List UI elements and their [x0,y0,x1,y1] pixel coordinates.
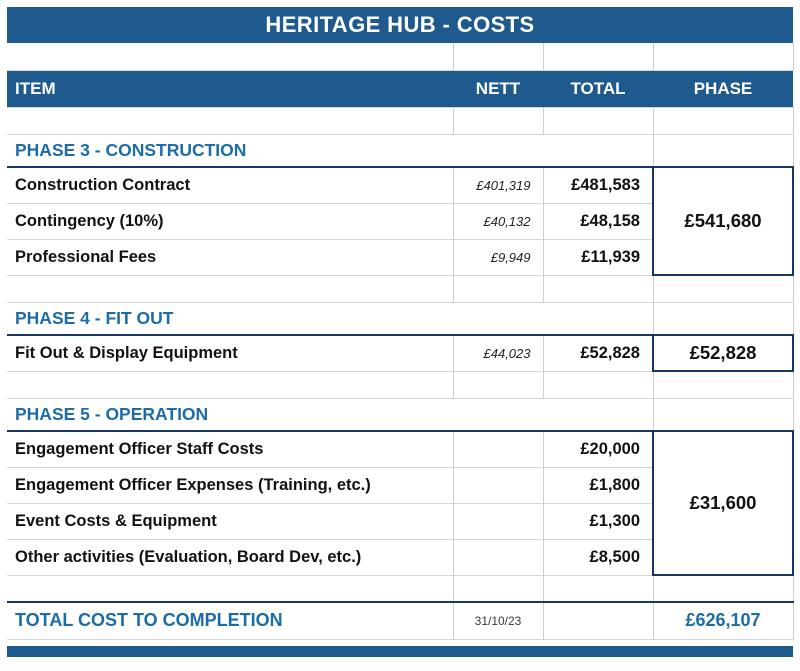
phase-total-cell: £541,680 [652,166,794,276]
spacer-row [7,107,794,134]
total-cell: £20,000 [542,431,653,467]
item-cell: Construction Contract [15,175,191,194]
spacer-cell [542,371,653,398]
nett-cell [452,539,543,575]
table-row: Engagement Officer Expenses (Training, e… [7,467,793,503]
spacer-row [7,275,794,302]
column-header-row: ITEM NETT TOTAL PHASE [7,70,793,107]
section-header: PHASE 5 - OPERATION [15,403,209,424]
table-row: Other activities (Evaluation, Board Dev,… [7,539,793,575]
spacer-row [7,43,794,70]
spacer-cell [452,575,543,602]
item-cell: Engagement Officer Staff Costs [15,439,264,458]
column-header-item: ITEM [7,70,453,107]
column-header-nett: NETT [453,70,543,107]
total-cell: £11,939 [542,239,653,275]
item-cell: Professional Fees [15,247,157,266]
table-row: Fit Out & Display Equipment £44,023 £52,… [7,334,794,372]
section-header-row: PHASE 3 - CONSTRUCTION [7,134,794,167]
total-cell: £481,583 [542,167,653,203]
spacer-cell [542,107,653,134]
date-cell: 31/10/23 [452,602,543,639]
table-row: Construction Contract £401,319 £481,583 … [7,166,794,276]
spacer-row [7,575,794,602]
title-bar: HERITAGE HUB - COSTS [7,7,793,43]
table-row: Professional Fees £9,949 £11,939 [7,239,793,275]
costs-table: ITEM NETT TOTAL PHASE PHASE 3 - CONSTRUC… [7,43,794,640]
spacer-cell [542,575,653,602]
nett-cell: £401,319 [452,167,543,203]
total-cell: £48,158 [542,203,653,239]
item-cell: Event Costs & Equipment [15,511,217,530]
spacer-cell [7,43,453,70]
table-row: Contingency (10%) £40,132 £48,158 [7,203,793,239]
nett-cell [452,503,543,539]
spacer-cell [652,43,794,70]
grand-total-label: TOTAL COST TO COMPLETION [15,610,283,631]
section-header: PHASE 4 - FIT OUT [15,307,174,328]
spacer-cell [542,43,653,70]
spacer-cell [452,275,543,302]
spacer-cell [452,43,543,70]
spacer-cell [542,602,653,639]
phase-total-cell: £31,600 [652,430,794,576]
spacer-cell [7,275,453,302]
spacer-cell [652,134,794,167]
grand-total-row: TOTAL COST TO COMPLETION 31/10/23 £626,1… [7,602,794,639]
spacer-cell [7,107,453,134]
page-title: HERITAGE HUB - COSTS [265,12,535,37]
spacer-cell [7,371,453,398]
item-cell: Contingency (10%) [15,211,164,230]
item-cell: Fit Out & Display Equipment [15,343,238,362]
spacer-cell [652,107,794,134]
spacer-cell [652,275,794,302]
table-row: Engagement Officer Staff Costs £20,000 £… [7,430,794,576]
nett-cell: £9,949 [452,239,543,275]
phase-total-cell: £52,828 [652,334,794,372]
spacer-cell [542,275,653,302]
item-cell: Engagement Officer Expenses (Training, e… [15,475,371,494]
nett-cell [452,467,543,503]
spacer-cell [652,302,794,335]
column-header-phase: PHASE [653,70,793,107]
section-header-row: PHASE 5 - OPERATION [7,398,794,431]
bottom-bar [7,645,793,657]
section-header: PHASE 3 - CONSTRUCTION [15,139,247,160]
spacer-row [7,371,794,398]
total-cell: £8,500 [542,539,653,575]
table-row: Event Costs & Equipment £1,300 [7,503,793,539]
item-cell: Other activities (Evaluation, Board Dev,… [15,547,362,566]
spacer-cell [652,398,794,431]
column-header-total: TOTAL [543,70,653,107]
spacer-cell [452,371,543,398]
grand-total-value: £626,107 [652,602,794,639]
costs-sheet: HERITAGE HUB - COSTS ITEM NETT TOTAL PHA… [7,7,794,657]
nett-cell: £44,023 [452,335,543,371]
total-cell: £1,800 [542,467,653,503]
spacer-cell [7,575,453,602]
spacer-cell [652,371,794,398]
spacer-cell [452,107,543,134]
spacer-cell [652,575,794,602]
total-cell: £1,300 [542,503,653,539]
nett-cell: £40,132 [452,203,543,239]
total-cell: £52,828 [542,335,653,371]
nett-cell [452,431,543,467]
section-header-row: PHASE 4 - FIT OUT [7,302,794,335]
